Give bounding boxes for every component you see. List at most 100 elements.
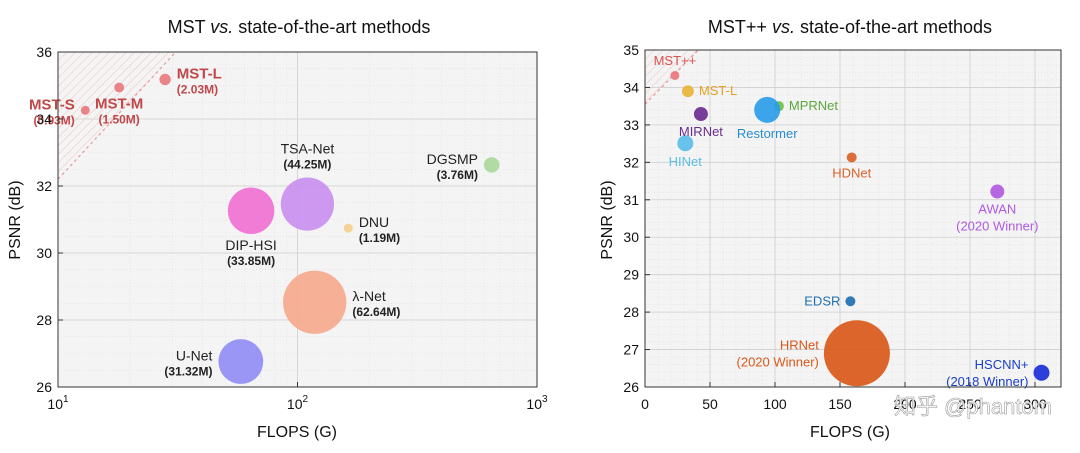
y-tick-label: 27 [623, 342, 639, 358]
point-hscnn- [1033, 364, 1050, 381]
point-label-name: MIRNet [679, 124, 723, 139]
point-hdnet [846, 152, 857, 163]
point-label-name: λ-Net [352, 288, 386, 304]
point-mirnet [693, 107, 708, 122]
point-labels: MST-S(0.93M) MST-M(1.50M) MST-L(2.03M) DGSM… [29, 65, 478, 378]
x-tick-label: 103 [526, 394, 548, 412]
point-dip-hsi [227, 187, 275, 235]
point-label-name: MST-M [95, 95, 143, 112]
y-tick-label: 26 [36, 379, 52, 395]
y-axis-label: PSNR (dB) [7, 180, 24, 259]
x-tick-label: 200 [893, 396, 917, 412]
y-tick-label: 34 [36, 111, 52, 127]
mst-region-boundary [57, 51, 177, 180]
y-tick-label: 26 [623, 379, 639, 395]
point-label-name: DGSMP [427, 151, 478, 167]
point-label-params: (1.19M) [359, 231, 400, 245]
point-label-name: HRNet [780, 337, 819, 352]
y-tick-label: 32 [36, 178, 52, 194]
point-label-name: EDSR [804, 293, 840, 308]
point-dnu [343, 223, 353, 233]
points [670, 70, 1050, 387]
points [80, 73, 500, 384]
title-part: MST++ [708, 17, 772, 37]
y-tick-label: 32 [623, 154, 639, 170]
point-mst- [670, 70, 680, 80]
watermark: 知乎 @phantom [894, 394, 1052, 419]
point-label-name: MST-L [177, 65, 222, 82]
point-edsr [845, 296, 856, 307]
point-label-name: AWAN [978, 202, 1016, 217]
title-part: state-of-the-art methods [233, 17, 430, 37]
point-hrnet [823, 320, 890, 387]
y-tick-label: 30 [36, 245, 52, 261]
point-label-name: U-Net [176, 348, 213, 364]
point-awan [990, 184, 1005, 199]
point-tsa-net [280, 177, 335, 231]
point-label-params: (62.64M) [352, 305, 400, 319]
point-mst-m [114, 82, 125, 93]
title-part-italic: vs. [210, 17, 233, 37]
x-tick-label: 102 [287, 394, 309, 412]
point-mst-s [80, 105, 90, 115]
point-label-params: (0.93M) [33, 113, 74, 127]
plot-frame [644, 49, 1062, 388]
point-label-params: (33.85M) [227, 254, 275, 268]
point-mst-l [159, 73, 171, 86]
x-tick-label: 300 [1023, 396, 1047, 412]
point-label-name: TSA-Net [281, 140, 335, 156]
y-tick-label: 36 [36, 44, 52, 60]
mstpp-region [645, 50, 699, 105]
x-axis-label: FLOPS (G) [257, 424, 337, 441]
x-tick-label: 100 [763, 396, 787, 412]
y-tick-label: 31 [623, 192, 639, 208]
point-hinet [677, 135, 694, 152]
point-label-name: MST-S [29, 96, 75, 113]
point-label-name: HINet [669, 154, 703, 169]
point-mst-l [681, 85, 694, 98]
point-label-params: (3.76M) [437, 168, 478, 182]
y-axis-label: PSNR (dB) [599, 180, 616, 259]
y-tick-label: 28 [623, 304, 639, 320]
point-labels: MST++MST-L MIRNet HINet MPRNet Restormer HDNe… [654, 53, 1039, 389]
point-label-params: (31.32M) [164, 365, 212, 379]
y-tick-label: 30 [623, 229, 639, 245]
mstpp-chart: MST++ vs. state-of-the-art methods MST++… [599, 17, 1062, 441]
x-tick-label: 101 [47, 394, 69, 412]
point--net [283, 270, 347, 334]
y-tick-label: 28 [36, 312, 52, 328]
title-part: MST [168, 17, 211, 37]
point-label-note: (2020 Winner) [737, 354, 819, 369]
point-label-name: DIP-HSI [225, 237, 276, 253]
point-restormer [754, 96, 781, 123]
x-tick-label: 50 [702, 396, 718, 412]
x-tick-label: 0 [641, 396, 649, 412]
title-part-italic: vs. [772, 17, 795, 37]
point-label-name: DNU [359, 214, 389, 230]
point-label-name: Restormer [737, 126, 798, 141]
chart-title: MST++ vs. state-of-the-art methods [708, 17, 992, 37]
point-label-name: MST++ [654, 53, 697, 68]
point-label-name: HSCNN+ [975, 357, 1029, 372]
point-label-name: HDNet [832, 165, 871, 180]
point-label-params: (1.50M) [98, 112, 139, 126]
x-tick-label: 250 [958, 396, 982, 412]
chart-title: MST vs. state-of-the-art methods [168, 17, 431, 37]
y-tick-label: 35 [623, 42, 639, 58]
x-axis-label: FLOPS (G) [810, 424, 890, 441]
point-label-note: (2020 Winner) [956, 219, 1038, 234]
point-label-name: MPRNet [789, 98, 839, 113]
point-u-net [218, 339, 264, 384]
x-tick-label: 150 [828, 396, 852, 412]
point-label-params: (2.03M) [177, 82, 218, 96]
ticks: 0 50 100 150 200 250 300 26 27 28 29 30 31 32 33 34 35 [623, 42, 1046, 412]
mst-chart: MST vs. state-of-the-art methods MST-S(0… [7, 17, 548, 441]
y-tick-label: 29 [623, 267, 639, 283]
y-tick-label: 33 [623, 117, 639, 133]
title-part: state-of-the-art methods [795, 17, 992, 37]
point-label-name: MST-L [699, 83, 737, 98]
y-tick-label: 34 [623, 79, 639, 95]
ticks: 101 102 103 26 28 30 32 34 36 [36, 44, 548, 412]
